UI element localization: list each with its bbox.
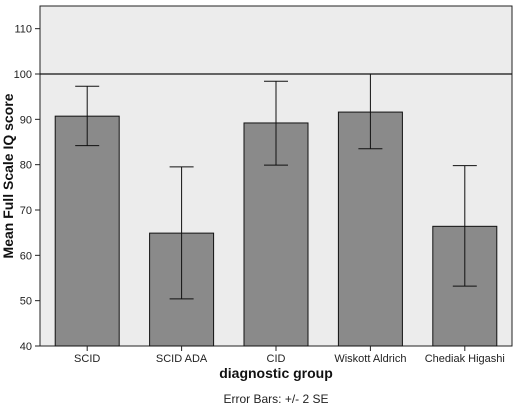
y-tick-label: 60 <box>20 250 32 262</box>
y-tick-label: 80 <box>20 160 32 172</box>
x-tick-label: Wiskott Aldrich <box>334 353 406 365</box>
y-tick-label: 90 <box>20 114 32 126</box>
y-tick-label: 70 <box>20 205 32 217</box>
x-axis: SCID SCID ADA CID Wiskott Aldrich Chediak Hi… <box>74 346 505 365</box>
error-bars <box>75 73 477 300</box>
bar-scid <box>54 115 120 347</box>
x-axis-title: diagnostic group <box>219 365 333 381</box>
error-bar-note: Error Bars: +/- 2 SE <box>223 392 328 406</box>
y-tick-label: 100 <box>14 69 32 81</box>
y-tick-label: 110 <box>14 24 32 36</box>
x-tick-label: SCID <box>74 353 100 365</box>
y-axis-title: Mean Full Scale IQ score <box>0 93 16 258</box>
y-tick-label: 40 <box>20 341 32 353</box>
x-tick-label: Chediak Higashi <box>425 353 505 365</box>
x-tick-label: CID <box>267 353 286 365</box>
x-tick-label: SCID ADA <box>156 353 208 365</box>
y-axis: 40 50 60 70 80 90 100 110 <box>14 24 40 353</box>
y-tick-label: 50 <box>20 296 32 308</box>
